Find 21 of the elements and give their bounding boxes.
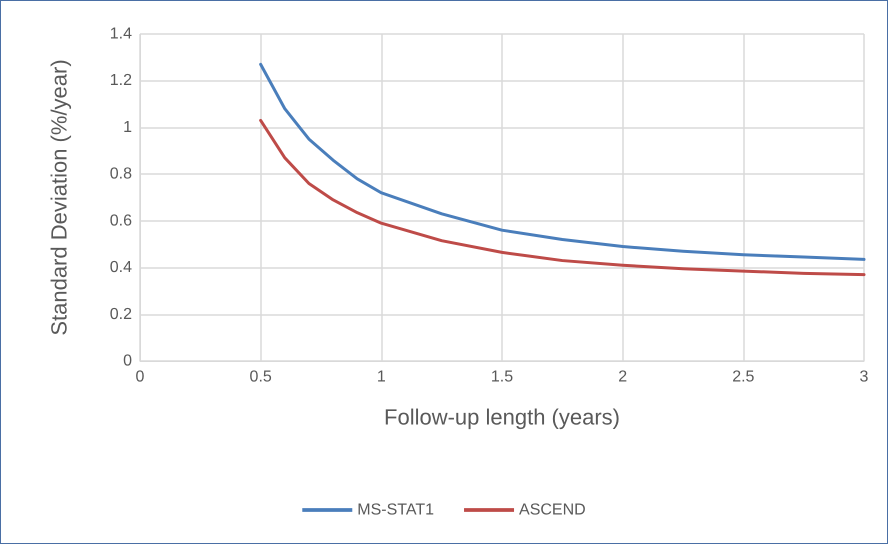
y-tick-label: 0.6 — [110, 212, 132, 230]
x-tick-label: 2 — [618, 368, 628, 386]
x-tick-label: 3 — [860, 368, 869, 386]
legend-label: ASCEND — [519, 502, 586, 518]
y-tick-label: 0.8 — [110, 166, 132, 183]
y-tick-label: 0.2 — [110, 306, 132, 323]
x-tick-label: 0 — [136, 368, 145, 386]
x-axis-title: Follow-up length (years) — [384, 404, 620, 430]
y-tick-label: 0.4 — [110, 259, 132, 276]
y-tick-label: 1 — [123, 118, 132, 136]
x-tick-label: 1.5 — [490, 368, 514, 386]
y-tick-label: 1.4 — [110, 26, 132, 42]
legend-label: MS-STAT1 — [357, 502, 434, 518]
y-tick-label: 0 — [123, 352, 132, 370]
line-series — [259, 118, 866, 276]
x-tick-label: 1 — [376, 368, 386, 386]
x-tick-label: 2.5 — [732, 368, 755, 386]
line-series — [259, 62, 866, 261]
y-axis-title: Standard Deviation (%/year) — [46, 59, 72, 336]
x-tick-label: 0.5 — [250, 368, 272, 386]
y-tick-label: 1.2 — [110, 72, 132, 90]
